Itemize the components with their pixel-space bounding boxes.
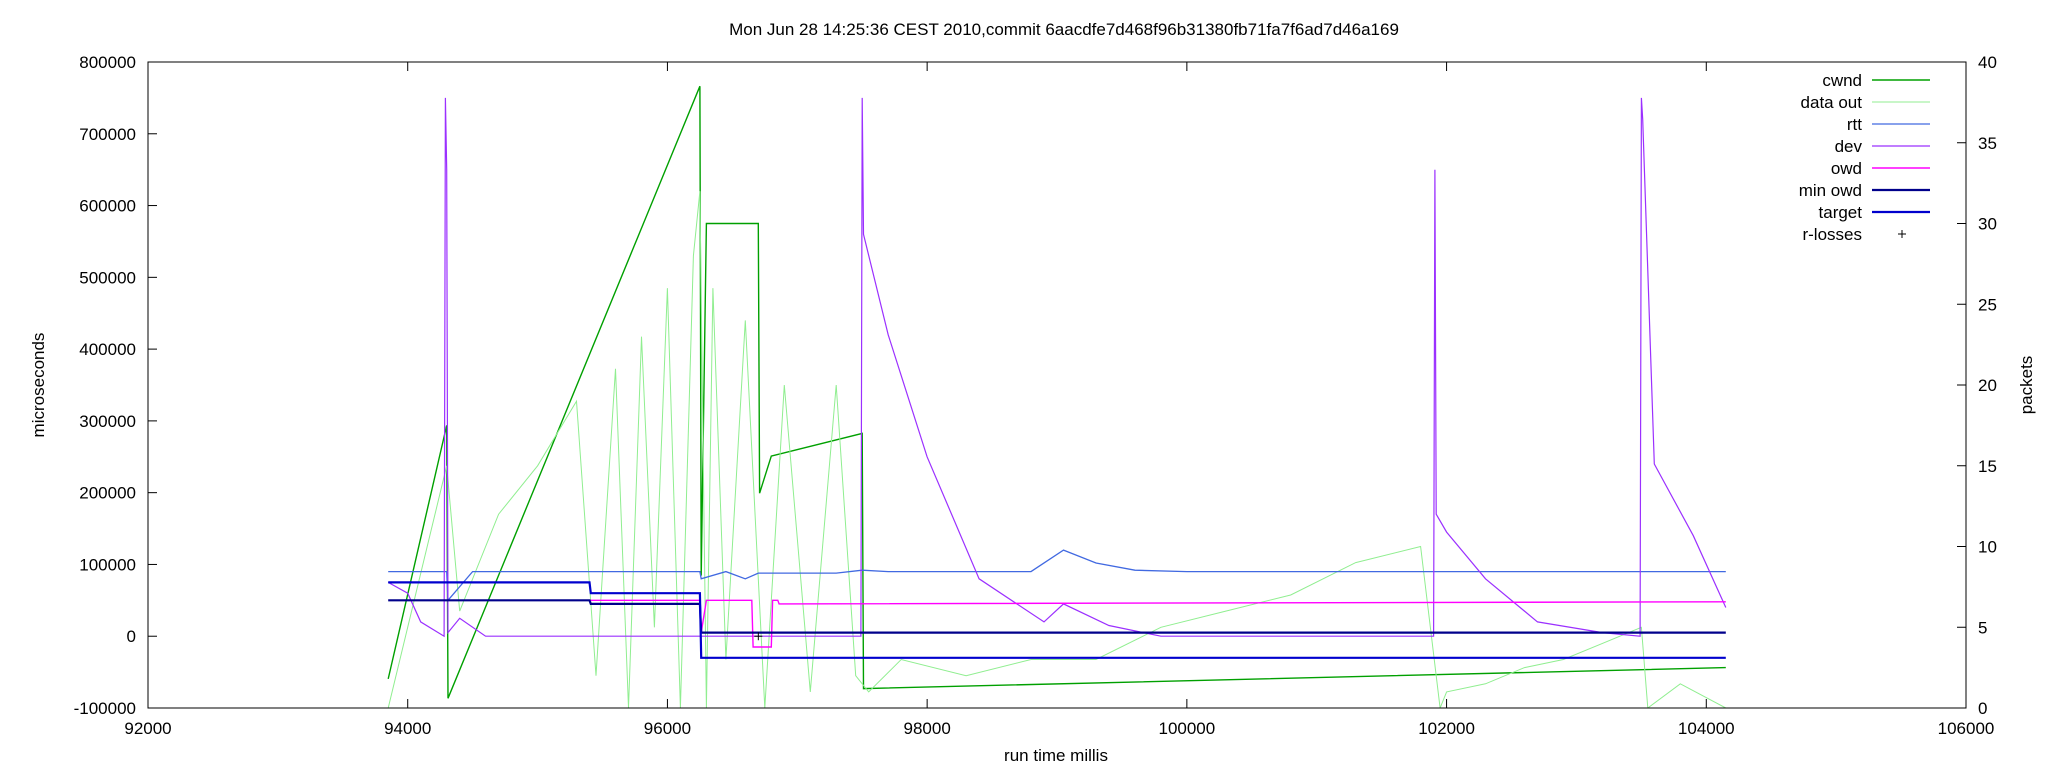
series-line-data-out (387, 191, 1727, 708)
legend-label-r-losses: r-losses (1802, 225, 1862, 244)
y-tick-label: 300000 (79, 412, 136, 431)
y-axis-label: microseconds (29, 333, 48, 438)
series-line-dev (387, 97, 1727, 638)
legend-label-rtt: rtt (1847, 115, 1862, 134)
legend-label-target: target (1819, 203, 1863, 222)
axis-ticks: 92000 94000 96000 98000 100000 102000 104000 10… (74, 53, 1997, 738)
y2-tick-label: 35 (1978, 134, 1997, 153)
x-tick-label: 96000 (644, 719, 691, 738)
x-axis-label: run time millis (1004, 746, 1108, 765)
y2-axis-label: packets (2017, 356, 2036, 415)
y-tick-label: 600000 (79, 197, 136, 216)
x-tick-label: 98000 (904, 719, 951, 738)
y2-tick-label: 10 (1978, 538, 1997, 557)
y2-tick-label: 25 (1978, 295, 1997, 314)
x-tick-label: 102000 (1418, 719, 1475, 738)
series-line-target (388, 581, 1726, 659)
legend-label-cwnd: cwnd (1822, 71, 1862, 90)
y2-tick-label: 20 (1978, 376, 1997, 395)
legend-label-min-owd: min owd (1799, 181, 1862, 200)
y-tick-label: 100000 (79, 555, 136, 574)
y-tick-label: 800000 (79, 53, 136, 72)
x-tick-label: 104000 (1678, 719, 1735, 738)
x-tick-label: 106000 (1938, 719, 1995, 738)
y2-tick-label: 15 (1978, 457, 1997, 476)
x-tick-label: 92000 (124, 719, 171, 738)
r-losses-point (754, 632, 763, 641)
legend-label-dev: dev (1835, 137, 1863, 156)
series-line-cwnd (387, 85, 1726, 699)
y-tick-label: 400000 (79, 340, 136, 359)
x-tick-label: 94000 (384, 719, 431, 738)
y2-tick-label: 5 (1978, 618, 1987, 637)
plot-series (387, 85, 1727, 708)
legend: cwnd data out rtt dev owd min owd target r-loss… (1799, 71, 1930, 244)
y2-tick-label: 40 (1978, 53, 1997, 72)
x-tick-label: 100000 (1158, 719, 1215, 738)
legend-label-owd: owd (1831, 159, 1862, 178)
y-tick-label: 500000 (79, 268, 136, 287)
y2-tick-label: 0 (1978, 699, 1987, 718)
chart-title: Mon Jun 28 14:25:36 CEST 2010,commit 6aa… (729, 20, 1399, 39)
y-tick-label: -100000 (74, 699, 136, 718)
y-tick-label: 700000 (79, 125, 136, 144)
legend-swatch-r-losses (1898, 230, 1906, 238)
plot-frame (147, 61, 1967, 709)
y-tick-label: 0 (127, 627, 136, 646)
y-tick-label: 200000 (79, 484, 136, 503)
series-line-rtt (388, 549, 1726, 602)
legend-label-data-out: data out (1801, 93, 1863, 112)
series-line-min-owd (388, 599, 1726, 634)
y2-tick-label: 30 (1978, 215, 1997, 234)
